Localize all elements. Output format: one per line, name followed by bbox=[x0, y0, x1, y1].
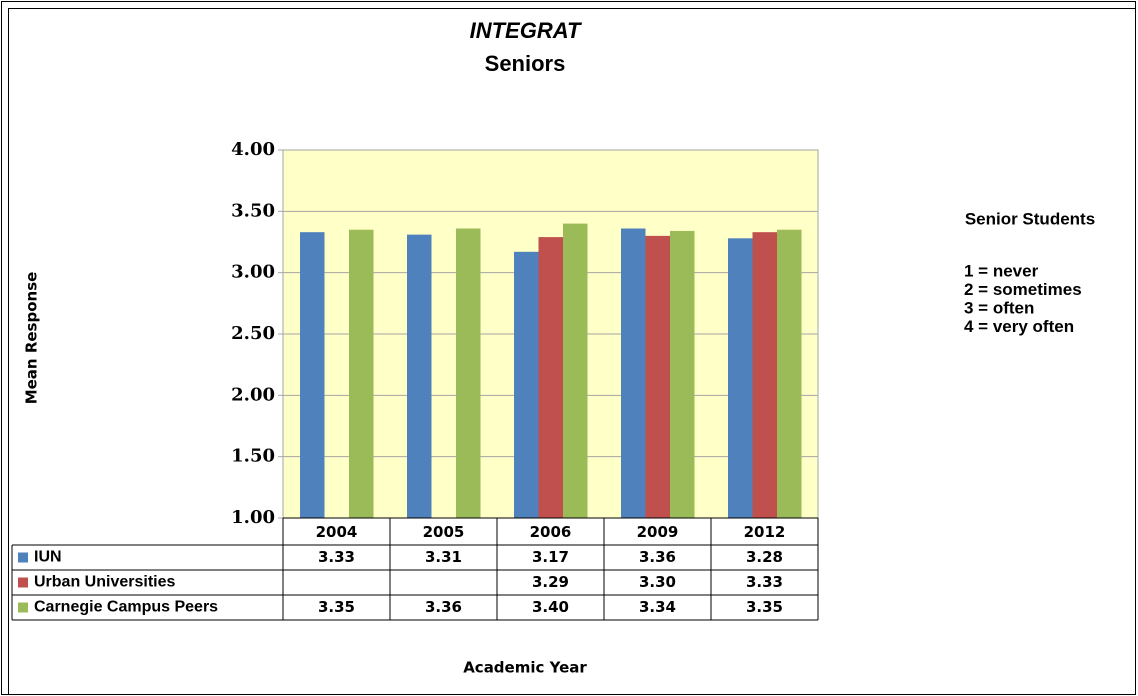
value-label: 3.28 bbox=[746, 548, 783, 566]
annotation: 4 = very often bbox=[964, 317, 1074, 336]
x-tick-label: 2006 bbox=[530, 523, 572, 541]
bar bbox=[728, 238, 753, 518]
legend-key bbox=[18, 602, 28, 613]
y-tick-label: 2.00 bbox=[231, 384, 275, 405]
bar bbox=[300, 232, 325, 519]
value-label: 3.33 bbox=[318, 548, 355, 566]
y-tick-label: 2.50 bbox=[231, 323, 275, 344]
value-label: 3.33 bbox=[746, 573, 783, 591]
annotation: Senior Students bbox=[965, 209, 1095, 228]
value-label: 3.36 bbox=[425, 598, 462, 616]
annotation: 2 = sometimes bbox=[964, 280, 1082, 299]
bar bbox=[777, 229, 802, 518]
x-tick-label: 2005 bbox=[423, 523, 465, 541]
value-label: 3.35 bbox=[746, 598, 783, 616]
bar bbox=[670, 230, 695, 518]
inner-frame bbox=[8, 8, 1136, 695]
value-label: 3.35 bbox=[318, 598, 355, 616]
annotation: 3 = often bbox=[964, 298, 1034, 317]
value-label: 3.17 bbox=[532, 548, 569, 566]
value-label: 3.31 bbox=[425, 548, 462, 566]
chart-subtitle: Seniors bbox=[485, 51, 566, 76]
y-tick-label: 3.50 bbox=[231, 200, 275, 221]
value-label: 3.29 bbox=[532, 573, 569, 591]
bar bbox=[514, 251, 539, 518]
legend-label: Urban Universities bbox=[34, 574, 175, 591]
y-tick-label: 3.00 bbox=[231, 262, 275, 283]
value-label: 3.34 bbox=[639, 598, 676, 616]
chart-title: INTEGRAT bbox=[470, 18, 582, 43]
value-label: 3.40 bbox=[532, 598, 569, 616]
bar bbox=[621, 228, 646, 519]
legend-label: Carnegie Campus Peers bbox=[34, 599, 218, 616]
bar bbox=[349, 229, 374, 518]
bar bbox=[645, 235, 670, 518]
bar bbox=[752, 232, 777, 519]
bar bbox=[538, 237, 563, 519]
annotation: 1 = never bbox=[964, 261, 1039, 280]
y-tick-label: 1.50 bbox=[231, 446, 275, 467]
x-tick-label: 2012 bbox=[744, 523, 786, 541]
y-tick-label: 4.00 bbox=[231, 139, 275, 160]
legend-label: IUN bbox=[34, 549, 62, 566]
value-label: 3.30 bbox=[639, 573, 676, 591]
x-tick-label: 2009 bbox=[637, 523, 679, 541]
legend-key bbox=[18, 552, 28, 563]
x-tick-label: 2004 bbox=[316, 523, 358, 541]
x-axis-label: Academic Year bbox=[463, 659, 587, 677]
bar bbox=[563, 223, 588, 518]
value-label: 3.36 bbox=[639, 548, 676, 566]
y-axis-label: Mean Response bbox=[23, 272, 41, 405]
bar bbox=[456, 228, 481, 519]
y-tick-label: 1.00 bbox=[231, 507, 275, 528]
bar bbox=[407, 234, 432, 518]
legend-key bbox=[18, 577, 28, 588]
